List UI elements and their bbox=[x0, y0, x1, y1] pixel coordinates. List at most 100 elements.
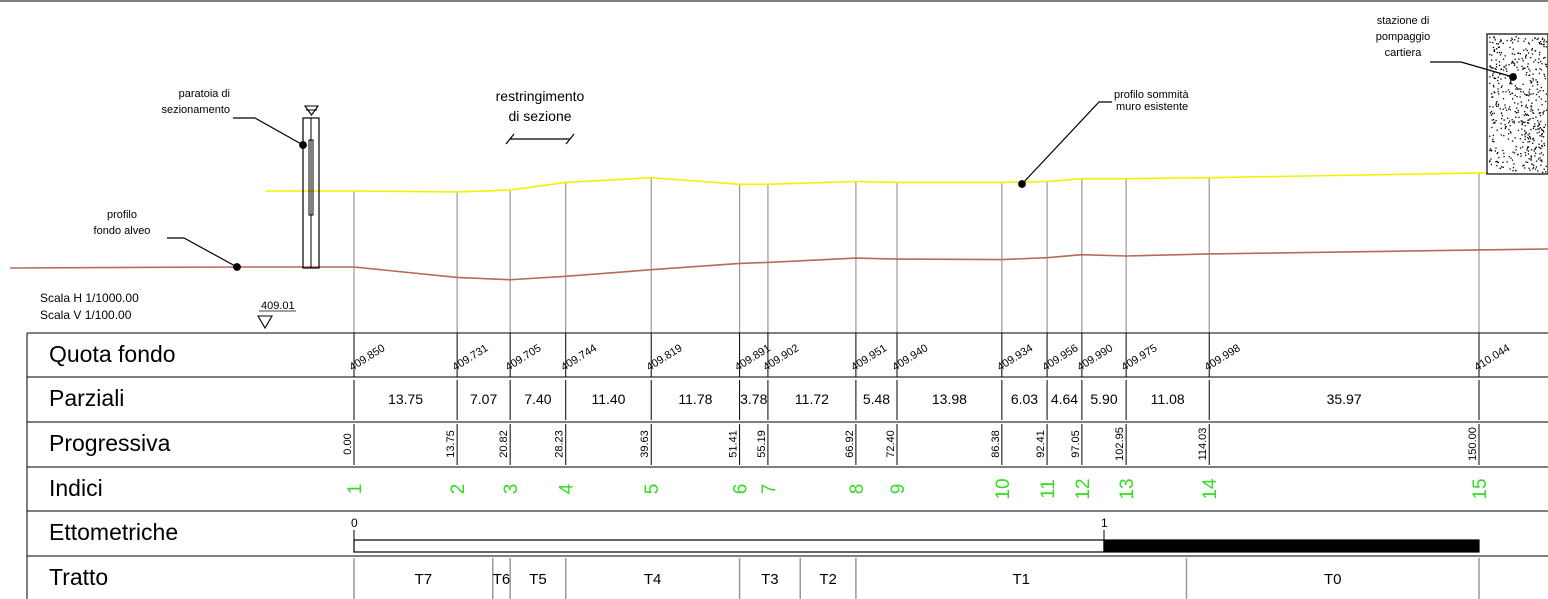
parziali-value: 11.78 bbox=[678, 391, 712, 407]
progressiva-value: 55.19 bbox=[756, 430, 768, 458]
hectometer-bar-black bbox=[1103, 539, 1480, 553]
index-label: 10 bbox=[993, 478, 1014, 499]
index-label: 15 bbox=[1470, 478, 1491, 499]
parziali-value: 3.78 bbox=[740, 391, 767, 407]
index-label: 8 bbox=[847, 484, 868, 495]
hectometer-label: 1 bbox=[1101, 516, 1108, 530]
restringimento-label-2: di sezione bbox=[508, 108, 571, 124]
quota-value: 409.998 bbox=[1202, 342, 1242, 373]
progressiva-value: 72.40 bbox=[885, 430, 897, 458]
tratto-label: T1 bbox=[1012, 571, 1030, 588]
sluice-gate-symbol bbox=[302, 105, 320, 269]
scale-vertical-label: Scala V 1/100.00 bbox=[40, 308, 132, 322]
quota-value: 409.940 bbox=[890, 342, 930, 373]
tratto-label: T4 bbox=[644, 571, 662, 588]
index-label: 9 bbox=[888, 484, 909, 495]
progressiva-value: 28.23 bbox=[554, 430, 566, 458]
hectometer-bar-white bbox=[353, 539, 1105, 553]
tratto-row: T7 T6 T5 T4 T3 T2 T1 T0 bbox=[353, 558, 1480, 599]
progressiva-value: 86.38 bbox=[990, 430, 1002, 458]
quota-value: 409.819 bbox=[644, 342, 684, 373]
quota-value: 409.731 bbox=[450, 342, 490, 373]
parziali-value: 11.40 bbox=[591, 391, 625, 407]
tratto-label: T2 bbox=[819, 571, 837, 588]
profilo-fondo-label-1: profilo bbox=[107, 209, 137, 221]
tratto-label: T0 bbox=[1324, 571, 1342, 588]
tratto-label: T5 bbox=[529, 571, 547, 588]
row-label-indici: Indici bbox=[49, 475, 103, 501]
restringimento-label-1: restringimento bbox=[496, 88, 585, 104]
index-label: 5 bbox=[642, 484, 663, 495]
scale-horizontal-label: Scala H 1/1000.00 bbox=[40, 291, 139, 305]
progressiva-value: 13.75 bbox=[445, 430, 457, 458]
quota-value: 410.044 bbox=[1472, 342, 1512, 373]
parziali-value: 4.64 bbox=[1051, 391, 1078, 407]
bed-profile bbox=[9, 248, 1548, 281]
index-label: 13 bbox=[1117, 478, 1138, 499]
progressiva-value: 66.92 bbox=[844, 430, 856, 458]
parziali-value: 5.48 bbox=[863, 391, 890, 407]
quota-value: 409.934 bbox=[995, 342, 1035, 373]
progressiva-value: 97.05 bbox=[1070, 430, 1082, 458]
progressiva-row: 0.00 13.75 20.82 28.23 39.63 51.41 55.19 66.92 7… bbox=[342, 424, 1480, 465]
progressiva-value: 114.03 bbox=[1197, 428, 1209, 461]
restriction-dimension-mark bbox=[505, 133, 575, 145]
row-label-ettometriche: Ettometriche bbox=[49, 519, 178, 545]
quota-value: 409.951 bbox=[849, 342, 889, 373]
index-label: 3 bbox=[501, 484, 522, 495]
stazione-label-3: cartiera bbox=[1385, 47, 1423, 59]
progressiva-value: 102.95 bbox=[1114, 427, 1126, 461]
quota-row: 409.850 409.731 409.705 409.744 409.819 409.8… bbox=[347, 333, 1512, 377]
datum-marker: 409.01 bbox=[257, 300, 296, 330]
progressiva-value: 0.00 bbox=[342, 433, 354, 454]
progressiva-value: 92.41 bbox=[1035, 430, 1047, 458]
parziali-value: 13.98 bbox=[932, 391, 967, 407]
quota-value: 409.956 bbox=[1040, 342, 1080, 373]
progressiva-value: 51.41 bbox=[728, 430, 740, 458]
row-label-quota: Quota fondo bbox=[49, 341, 176, 367]
index-label: 2 bbox=[448, 484, 469, 495]
parziali-value: 7.07 bbox=[470, 391, 497, 407]
index-label: 7 bbox=[759, 484, 780, 495]
row-label-tratto: Tratto bbox=[49, 564, 108, 590]
index-label: 1 bbox=[345, 484, 366, 495]
index-label: 6 bbox=[731, 484, 752, 495]
parziali-value: 35.97 bbox=[1327, 391, 1362, 407]
profilo-fondo-label-2: fondo alveo bbox=[94, 225, 151, 237]
wall-top-profile bbox=[266, 172, 1548, 193]
quota-value: 409.705 bbox=[503, 342, 543, 373]
profilo-sommita-label-1: profilo sommità bbox=[1114, 89, 1189, 101]
profilo-sommita-label-2: muro esistente bbox=[1116, 101, 1188, 113]
progressiva-value: 150.00 bbox=[1467, 427, 1479, 461]
progressiva-value: 39.63 bbox=[639, 430, 651, 458]
stazione-label-2: pompaggio bbox=[1376, 31, 1430, 43]
paratoia-label-2: sezionamento bbox=[162, 104, 231, 116]
tratto-label: T6 bbox=[493, 571, 511, 588]
datum-value: 409.01 bbox=[261, 300, 295, 312]
stazione-label-1: stazione di bbox=[1377, 15, 1430, 27]
quota-value: 409.744 bbox=[559, 342, 599, 373]
parziali-value: 6.03 bbox=[1011, 391, 1038, 407]
tratto-label: T3 bbox=[761, 571, 779, 588]
parziali-value: 5.90 bbox=[1090, 391, 1117, 407]
quota-value: 409.990 bbox=[1075, 342, 1115, 373]
annotation-leaders bbox=[167, 61, 1517, 271]
paratoia-label-1: paratoia di bbox=[179, 88, 230, 100]
parziali-value: 7.40 bbox=[524, 391, 551, 407]
parziali-value: 13.75 bbox=[388, 391, 423, 407]
row-label-parziali: Parziali bbox=[49, 385, 124, 411]
profile-table bbox=[26, 332, 1548, 599]
tratto-label: T7 bbox=[415, 571, 433, 588]
index-label: 12 bbox=[1073, 478, 1094, 499]
quota-value: 409.850 bbox=[347, 342, 387, 373]
progressiva-value: 20.82 bbox=[498, 430, 510, 458]
quota-value: 409.975 bbox=[1119, 342, 1159, 373]
row-label-progressiva: Progressiva bbox=[49, 430, 171, 456]
index-label: 14 bbox=[1200, 478, 1221, 500]
indici-row: 1 2 3 4 5 6 7 8 9 10 11 12 13 14 15 bbox=[345, 478, 1491, 500]
index-label: 11 bbox=[1038, 479, 1059, 499]
parziali-row: 13.75 7.07 7.40 11.40 11.78 3.78 11.72 5.48 13.9… bbox=[353, 380, 1480, 420]
index-label: 4 bbox=[557, 483, 578, 494]
